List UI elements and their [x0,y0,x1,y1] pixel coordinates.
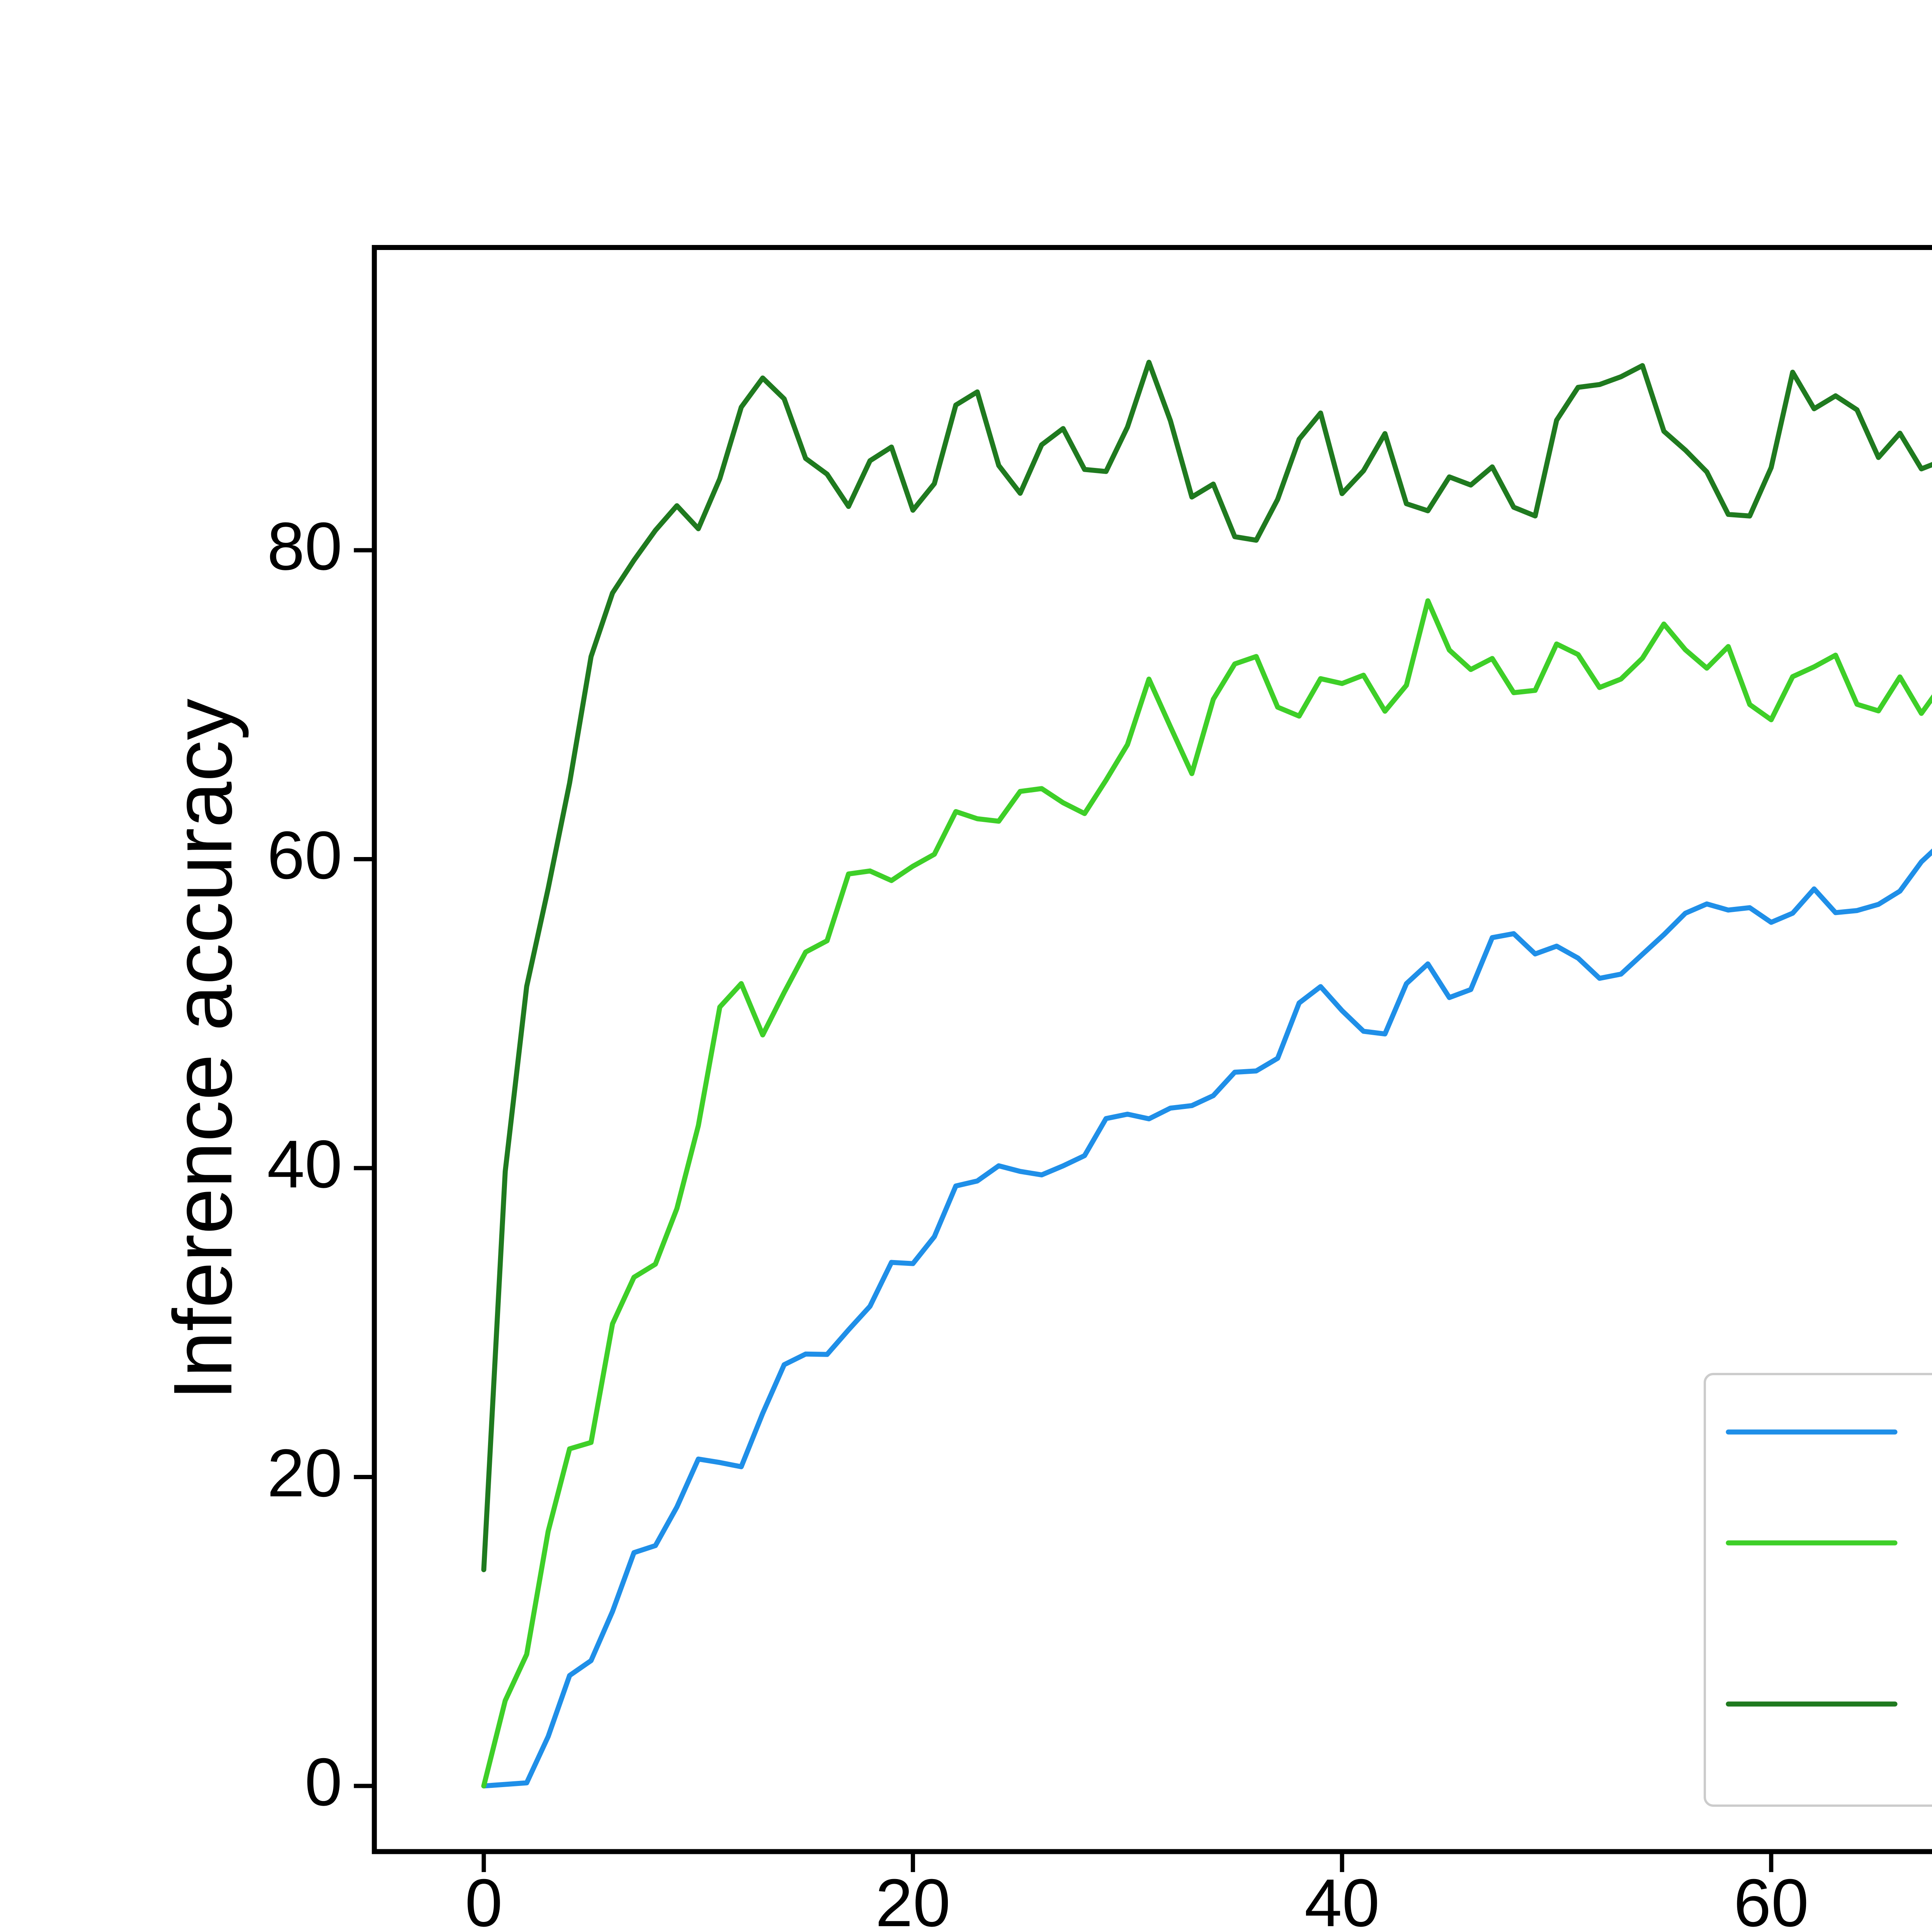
svg-text:0: 0 [465,1866,502,1932]
svg-text:Inference accuracy: Inference accuracy [156,698,249,1400]
svg-text:40: 40 [267,1127,342,1202]
svg-text:40: 40 [1304,1866,1380,1932]
svg-text:60: 60 [1733,1866,1809,1932]
svg-text:0: 0 [304,1745,342,1820]
svg-text:60: 60 [267,818,342,893]
svg-text:20: 20 [875,1866,951,1932]
svg-text:20: 20 [267,1436,342,1511]
svg-text:80: 80 [267,509,342,584]
